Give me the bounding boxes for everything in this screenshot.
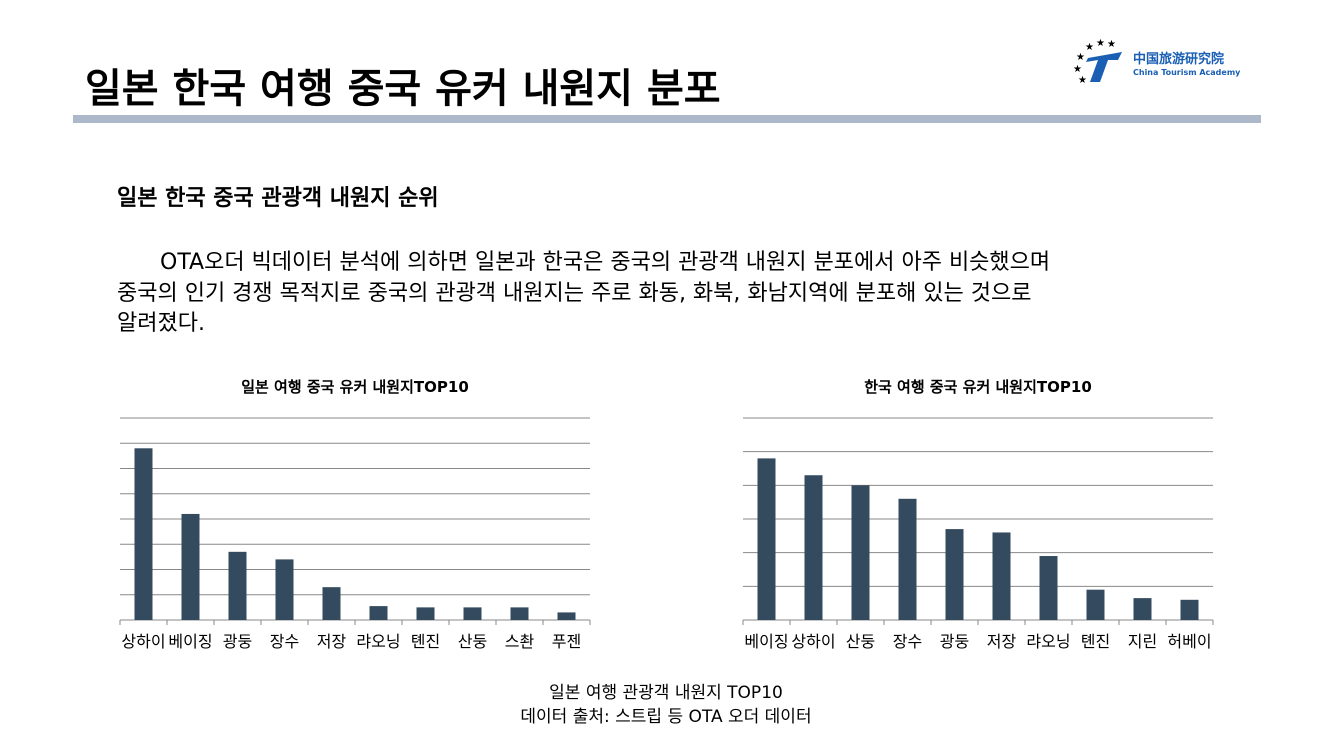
x-tick-label: 톈진 [411, 632, 440, 651]
svg-text:★: ★ [1076, 52, 1085, 63]
x-tick-label: 저장 [987, 632, 1017, 651]
bar [757, 458, 776, 620]
bar [181, 513, 200, 620]
svg-text:★: ★ [1107, 39, 1116, 50]
x-tick-label: 상하이 [791, 632, 835, 651]
x-tick-label: 베이징 [744, 632, 788, 651]
svg-text:★: ★ [1073, 64, 1082, 75]
bar [275, 559, 294, 620]
bar [369, 606, 388, 620]
bar [945, 529, 964, 620]
slide-title: 일본 한국 여행 중국 유커 내원지 분포 [85, 66, 721, 112]
bar [463, 607, 482, 620]
bar [992, 532, 1011, 620]
bar [1180, 599, 1199, 620]
x-tick-label: 스촨 [505, 632, 535, 651]
section-heading: 일본 한국 중국 관광객 내원지 순위 [117, 186, 439, 211]
paragraph-line: 중국의 인기 경쟁 목적지로 중국의 관광객 내원지는 주로 화동, 화북, 화… [117, 281, 1032, 306]
x-tick-label: 베이징 [168, 632, 212, 651]
chart-title: 한국 여행 중국 유커 내원지TOP10 [864, 378, 1092, 396]
x-tick-label: 지린 [1128, 632, 1157, 651]
x-tick-label: 산둥 [846, 632, 875, 651]
bar [416, 607, 435, 620]
chart-title: 일본 여행 중국 유커 내원지TOP10 [241, 378, 469, 396]
x-tick-label: 장수 [270, 632, 299, 651]
logo: ★ ★ ★★★★ 中国旅游研究院 China Tourism Academy [1073, 38, 1241, 86]
bar [1039, 556, 1058, 620]
x-tick-label: 상하이 [121, 632, 165, 651]
bar [898, 498, 917, 620]
x-tick-label: 저장 [317, 632, 347, 651]
logo-stars: ★ ★ ★★★★ [1073, 38, 1116, 86]
x-tick-label: 푸젠 [552, 632, 581, 651]
bar [1133, 598, 1152, 620]
bar [322, 587, 341, 620]
x-tick-label: 광둥 [223, 632, 252, 651]
caption: 일본 여행 관광객 내원지 TOP10 [549, 683, 783, 703]
x-tick-label: 허베이 [1167, 632, 1211, 651]
bar [228, 551, 247, 620]
logo-name-en: China Tourism Academy [1133, 68, 1241, 77]
paragraph-line: 알려졌다. [117, 311, 205, 336]
bar [804, 475, 823, 620]
bar [557, 612, 576, 620]
x-tick-label: 장수 [893, 632, 922, 651]
caption: 데이터 출처: 스트립 등 OTA 오더 데이터 [520, 707, 811, 727]
x-tick-label: 톈진 [1081, 632, 1110, 651]
bar [1086, 589, 1105, 620]
logo-name-cn: 中国旅游研究院 [1133, 51, 1224, 67]
svg-text:★: ★ [1096, 38, 1105, 49]
bar [851, 485, 870, 620]
bar [510, 607, 529, 620]
x-tick-label: 산둥 [458, 632, 487, 651]
svg-text:★: ★ [1085, 42, 1094, 53]
bar [134, 448, 153, 620]
title-rule [73, 115, 1261, 123]
svg-text:★: ★ [1078, 75, 1087, 86]
logo-mark [1086, 52, 1122, 82]
x-tick-label: 광둥 [940, 632, 969, 651]
x-tick-label: 랴오닝 [356, 632, 400, 651]
x-tick-label: 랴오닝 [1026, 632, 1070, 651]
paragraph-line: OTA오더 빅데이터 분석에 의하면 일본과 한국은 중국의 관광객 내원지 분… [160, 250, 1050, 275]
